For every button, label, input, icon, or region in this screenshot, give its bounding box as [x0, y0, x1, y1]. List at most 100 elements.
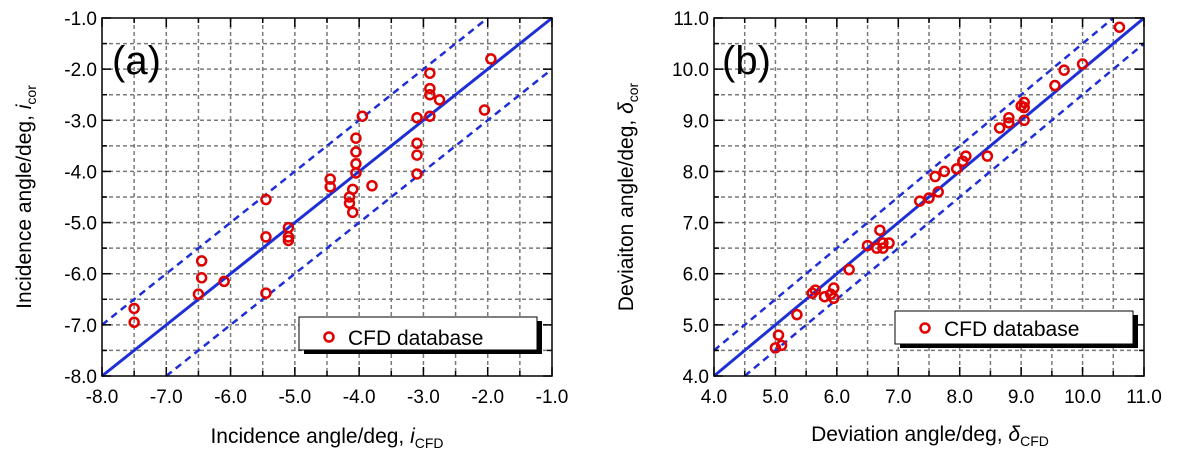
x-tick-label: 10.0 — [1064, 387, 1101, 408]
data-point — [350, 167, 362, 179]
data-point — [366, 179, 378, 192]
data-point — [1058, 64, 1070, 76]
data-point — [350, 132, 362, 144]
data-point — [1076, 58, 1089, 70]
x-tick-label: -6.0 — [214, 387, 247, 408]
data-point — [883, 237, 895, 249]
data-point — [1049, 79, 1061, 92]
data-point — [791, 308, 803, 321]
data-point — [929, 170, 941, 183]
data-point — [809, 284, 822, 296]
reference-line-solid — [713, 16, 1145, 378]
y-tick-label: -1.0 — [64, 9, 97, 30]
x-tick-label: 11.0 — [1126, 387, 1162, 408]
data-point — [192, 288, 205, 300]
panel-a-x-axis-title: Incidence angle/deg, iCFD — [210, 425, 443, 451]
data-point — [828, 292, 840, 305]
data-point — [993, 122, 1006, 134]
x-tick-label: -1.0 — [536, 387, 569, 408]
data-point — [218, 275, 230, 288]
x-tick-label: 5.0 — [762, 387, 788, 408]
data-point — [128, 316, 140, 329]
y-tick-label: 4.0 — [683, 367, 709, 388]
y-tick-label: -7.0 — [64, 316, 97, 337]
data-point — [960, 150, 972, 162]
data-point — [981, 150, 994, 162]
y-tick-label: -5.0 — [64, 214, 97, 235]
y-tick-label: 6.0 — [683, 265, 709, 286]
data-point — [260, 287, 272, 299]
data-point — [128, 302, 140, 315]
y-tick-label: -6.0 — [64, 265, 97, 286]
data-point — [350, 146, 362, 158]
x-tick-label: 4.0 — [701, 387, 727, 408]
data-point — [433, 94, 446, 106]
reference-line-dashed — [713, 17, 1115, 352]
panel-a-legend-label: CFD database — [348, 327, 483, 350]
panel-b-tick-labels: 4.0 5.0 6.0 7.0 8.0 9.0 10.0 11.0 4.0 5.0 6.0 7.0 8.… — [672, 9, 1162, 408]
data-point — [282, 234, 295, 247]
y-tick-label: -8.0 — [64, 367, 97, 388]
x-tick-label: 7.0 — [885, 387, 911, 408]
y-tick-label: 11.0 — [673, 9, 709, 30]
data-point — [843, 263, 855, 276]
data-point — [938, 165, 951, 178]
panel-a-legend: CFD database — [298, 316, 542, 354]
data-point — [343, 197, 356, 209]
panel-b-reference-lines — [713, 16, 1145, 378]
y-tick-label: -3.0 — [64, 111, 97, 132]
y-tick-label: 7.0 — [683, 214, 709, 235]
data-point — [424, 82, 436, 95]
panel-a-ticks — [101, 17, 553, 377]
data-point — [260, 231, 272, 243]
reference-line-dashed — [101, 17, 489, 326]
panel-a-label: (a) — [112, 39, 161, 83]
y-tick-label: 5.0 — [683, 316, 709, 337]
y-tick-label: 10.0 — [672, 60, 709, 81]
panel-b-x-axis-title: Deviation angle/deg, δCFD — [811, 423, 1049, 449]
x-tick-label: 8.0 — [947, 387, 973, 408]
data-point — [424, 67, 436, 79]
x-tick-label: 6.0 — [824, 387, 850, 408]
data-point — [1018, 114, 1030, 127]
data-point — [1018, 96, 1030, 109]
data-point — [356, 110, 369, 122]
panel-a-y-axis-title: Incidence angle/deg, icor — [13, 85, 39, 309]
panel-b-y-axis-title: Deviaiton angle/deg, δcor — [615, 82, 641, 311]
x-tick-label: 9.0 — [1008, 387, 1034, 408]
data-point — [1018, 101, 1030, 114]
data-point — [932, 186, 944, 198]
data-point — [260, 193, 272, 206]
data-point — [195, 272, 208, 284]
panel-b-legend: CFD database — [894, 310, 1138, 348]
reference-line-solid — [101, 16, 553, 378]
panel-b-ticks — [713, 17, 1145, 377]
data-point — [424, 110, 436, 122]
x-tick-label: -7.0 — [150, 387, 183, 408]
x-tick-label: -2.0 — [471, 387, 504, 408]
data-point — [350, 158, 362, 170]
data-point — [478, 104, 491, 116]
y-tick-label: 8.0 — [683, 162, 709, 183]
panel-a-legend-marker — [323, 331, 335, 343]
panel-a-tick-labels: -8.0 -7.0 -6.0 -5.0 -4.0 -3.0 -2.0 -1.0 -8.0 -7.0… — [64, 9, 568, 408]
data-point — [1113, 21, 1126, 33]
y-tick-label: -4.0 — [64, 162, 97, 183]
data-point — [411, 111, 423, 124]
reference-line-dashed — [743, 42, 1145, 377]
y-tick-label: 9.0 — [683, 111, 709, 132]
data-point — [195, 255, 208, 267]
panel-b-legend-marker — [919, 322, 931, 334]
panel-a-legend-box — [298, 316, 538, 351]
data-point — [950, 163, 963, 175]
y-tick-label: -2.0 — [64, 60, 97, 81]
data-point — [411, 149, 423, 161]
data-point — [877, 237, 889, 249]
x-tick-label: -5.0 — [278, 387, 311, 408]
x-tick-label: -4.0 — [343, 387, 376, 408]
panel-a-reference-lines — [101, 16, 553, 378]
data-point — [485, 53, 497, 65]
x-tick-label: -8.0 — [86, 387, 119, 408]
data-point — [346, 206, 359, 219]
